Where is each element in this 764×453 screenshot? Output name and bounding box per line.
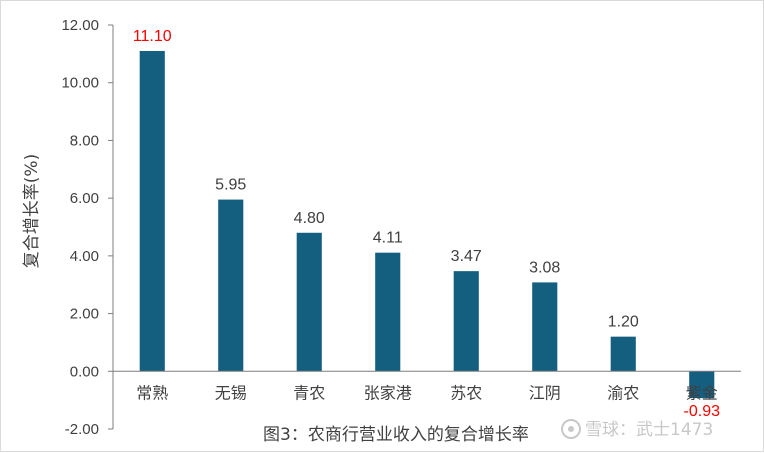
data-label: 4.80: [294, 210, 325, 227]
bar: [375, 252, 401, 372]
snowball-icon: [561, 419, 581, 439]
category-label: 无锡: [215, 383, 247, 402]
category-label: 常熟: [136, 383, 168, 402]
data-label: -0.93: [684, 403, 721, 420]
y-axis: -2.00 0.00 2.00 4.00 6.00 8.00 10.00 12.00: [61, 17, 114, 438]
data-label: 3.47: [451, 248, 482, 265]
category-label: 紫金: [686, 383, 718, 402]
y-axis-label: 复合增长率(%): [22, 154, 42, 268]
category-labels-group: 常熟 无锡 青农 张家港 苏农 江阴 渝农 紫金: [136, 383, 718, 402]
category-label: 苏农: [450, 383, 482, 402]
bar: [532, 282, 558, 372]
bar: [610, 336, 636, 372]
y-tick-label: 6.00: [70, 190, 99, 207]
y-tick-label: 0.00: [70, 363, 99, 380]
y-tick-label: 2.00: [70, 306, 99, 323]
category-label: 张家港: [364, 383, 412, 402]
category-label: 江阴: [529, 383, 561, 402]
bar: [139, 50, 165, 372]
y-tick-label: 12.00: [61, 17, 99, 34]
data-label: 11.10: [133, 28, 172, 45]
watermark: 雪球：武士1473: [561, 419, 713, 440]
bar: [218, 199, 244, 372]
bar: [453, 271, 479, 372]
watermark-text: 雪球：武士1473: [585, 420, 713, 440]
data-label: 1.20: [608, 314, 639, 331]
category-label: 青农: [293, 383, 325, 402]
data-labels-group: 11.10 5.95 4.80 4.11 3.47 3.08 1.20 -0.93: [133, 28, 720, 420]
category-label: 渝农: [607, 383, 639, 402]
y-tick-label: 10.00: [61, 75, 99, 92]
data-label: 3.08: [529, 259, 560, 276]
data-label: 4.11: [373, 230, 403, 247]
data-label: 5.95: [215, 177, 246, 194]
y-tick-label: 8.00: [70, 132, 99, 149]
figure-caption: 图3：农商行营业收入的复合增长率: [263, 425, 529, 445]
y-tick-label: 4.00: [70, 248, 99, 265]
bar: [689, 371, 715, 399]
bar: [296, 232, 322, 372]
bars-group: [139, 50, 715, 399]
y-tick-label: -2.00: [65, 421, 99, 438]
